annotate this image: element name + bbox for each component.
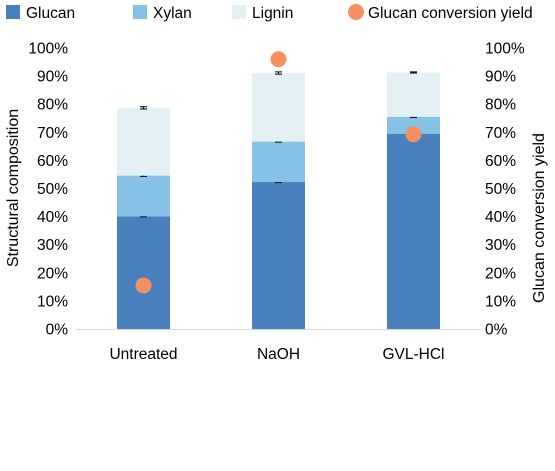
legend-label: Lignin: [252, 5, 293, 22]
y-tick-label: 50%: [37, 181, 68, 198]
y2-tick-label: 90%: [485, 69, 516, 86]
x-tick-label: GVL-HCl: [382, 346, 444, 363]
y-tick-label: 80%: [37, 97, 68, 114]
bar-xylan: [117, 175, 170, 217]
bar-glucan: [117, 216, 170, 329]
y2-tick-label: 0%: [485, 322, 508, 339]
yield-point: [270, 51, 287, 68]
y-tick-label: 30%: [37, 237, 68, 254]
bar-xylan: [387, 116, 440, 134]
y2-tick-label: 10%: [485, 293, 516, 310]
legend: Glucan Xylan Lignin Glucan conversion yield: [6, 4, 533, 22]
bar-lignin: [387, 72, 440, 117]
bar-lignin: [117, 107, 170, 176]
y2-tick-label: 70%: [485, 125, 516, 142]
conversion-yield-points: [135, 51, 422, 294]
y2-tick-label: 50%: [485, 181, 516, 198]
y-tick-label: 70%: [37, 125, 68, 142]
yield-point: [135, 277, 152, 294]
y2-axis-title: Glucan conversion yield: [531, 133, 548, 303]
bars: [117, 71, 440, 329]
y-tick-label: 10%: [37, 293, 68, 310]
y2-tick-label: 40%: [485, 209, 516, 226]
yield-point: [405, 126, 422, 143]
y-tick-label: 20%: [37, 265, 68, 282]
bar-xylan: [252, 141, 305, 183]
axes: 0% 0% 10% 10% 20% 20% 30% 30% 40% 40% 50% 50% 60% 60%…: [28, 41, 525, 364]
legend-label: Xylan: [153, 5, 192, 22]
y-tick-label: 0%: [46, 322, 69, 339]
y-axis-title: Structural composition: [5, 109, 22, 267]
y2-tick-label: 20%: [485, 265, 516, 282]
y-tick-label: 100%: [28, 41, 68, 58]
legend-label: Glucan: [26, 5, 75, 22]
bar-glucan: [252, 182, 305, 329]
y2-tick-label: 80%: [485, 97, 516, 114]
y-tick-label: 60%: [37, 153, 68, 170]
y2-tick-label: 60%: [485, 153, 516, 170]
y2-tick-label: 30%: [485, 237, 516, 254]
y2-tick-label: 100%: [485, 41, 525, 58]
x-tick-label: Untreated: [109, 346, 177, 363]
legend-marker: [348, 4, 364, 20]
x-tick-label: NaOH: [257, 346, 300, 363]
y-tick-label: 90%: [37, 69, 68, 86]
legend-label: Glucan conversion yield: [368, 5, 533, 22]
legend-swatch: [133, 5, 147, 19]
y-tick-label: 40%: [37, 209, 68, 226]
legend-swatch: [6, 5, 20, 19]
bar-glucan: [387, 133, 440, 329]
legend-swatch: [232, 5, 246, 19]
bar-lignin: [252, 73, 305, 142]
